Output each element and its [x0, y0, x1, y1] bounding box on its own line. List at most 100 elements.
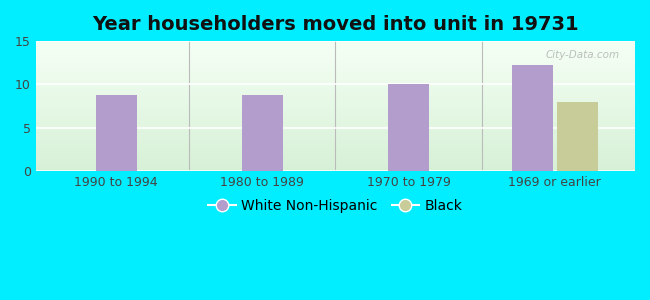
Bar: [36, 90, 635, 92]
Bar: [36, 75, 635, 76]
Bar: [36, 131, 635, 132]
Bar: [242, 95, 283, 171]
Bar: [36, 155, 635, 157]
Bar: [36, 58, 635, 59]
Bar: [36, 167, 635, 168]
Bar: [36, 97, 635, 98]
Bar: [36, 149, 635, 150]
Bar: [36, 145, 635, 146]
Bar: [36, 63, 635, 64]
Bar: [36, 159, 635, 160]
Bar: [36, 66, 635, 67]
Bar: [36, 54, 635, 56]
Bar: [36, 120, 635, 122]
Bar: [36, 53, 635, 54]
Bar: [36, 74, 635, 75]
Bar: [36, 88, 635, 89]
Bar: [36, 98, 635, 100]
Bar: [36, 71, 635, 72]
Bar: [36, 129, 635, 131]
Bar: [36, 132, 635, 133]
Bar: [36, 61, 635, 62]
Bar: [36, 118, 635, 119]
Bar: [36, 81, 635, 83]
Bar: [36, 86, 635, 88]
Bar: [36, 164, 635, 166]
Bar: [36, 59, 635, 61]
Bar: [36, 103, 635, 105]
Bar: [36, 140, 635, 141]
Bar: [388, 84, 429, 171]
Bar: [36, 111, 635, 112]
Bar: [36, 102, 635, 104]
Bar: [36, 110, 635, 111]
Bar: [96, 95, 136, 171]
Bar: [36, 119, 635, 120]
Bar: [36, 96, 635, 97]
Bar: [36, 57, 635, 58]
Bar: [36, 146, 635, 148]
Bar: [36, 163, 635, 164]
Bar: [36, 62, 635, 63]
Bar: [36, 137, 635, 139]
Bar: [36, 89, 635, 90]
Bar: [36, 153, 635, 154]
Bar: [36, 106, 635, 107]
Bar: [36, 148, 635, 149]
Bar: [36, 70, 635, 71]
Bar: [36, 94, 635, 96]
Bar: [36, 128, 635, 129]
Text: City-Data.com: City-Data.com: [546, 50, 620, 60]
Bar: [36, 44, 635, 45]
Bar: [36, 67, 635, 68]
Bar: [36, 109, 635, 110]
Bar: [36, 141, 635, 142]
Bar: [36, 123, 635, 124]
Bar: [36, 64, 635, 66]
Bar: [36, 122, 635, 123]
Bar: [36, 92, 635, 93]
Bar: [36, 79, 635, 80]
Bar: [36, 114, 635, 115]
Bar: [36, 72, 635, 74]
Bar: [36, 125, 635, 127]
Bar: [36, 150, 635, 152]
Bar: [36, 112, 635, 114]
Bar: [36, 157, 635, 158]
Bar: [36, 100, 635, 101]
Bar: [36, 84, 635, 85]
Bar: [36, 133, 635, 135]
Bar: [36, 85, 635, 86]
Bar: [36, 49, 635, 50]
Bar: [36, 80, 635, 81]
Bar: [36, 139, 635, 140]
Legend: White Non-Hispanic, Black: White Non-Hispanic, Black: [202, 194, 469, 218]
Bar: [36, 116, 635, 118]
Bar: [556, 102, 597, 171]
Bar: [36, 107, 635, 109]
Bar: [36, 50, 635, 52]
Bar: [36, 142, 635, 144]
Bar: [36, 136, 635, 137]
Bar: [36, 169, 635, 171]
Bar: [36, 101, 635, 102]
Bar: [36, 158, 635, 159]
Bar: [36, 144, 635, 145]
Bar: [36, 124, 635, 125]
Bar: [36, 152, 635, 153]
Bar: [36, 154, 635, 155]
Bar: [36, 93, 635, 94]
Bar: [36, 45, 635, 46]
Bar: [36, 42, 635, 44]
Bar: [36, 105, 635, 106]
Bar: [36, 56, 635, 57]
Bar: [36, 46, 635, 48]
Bar: [36, 77, 635, 79]
Bar: [36, 41, 635, 42]
Bar: [36, 160, 635, 162]
Bar: [36, 48, 635, 49]
Bar: [36, 68, 635, 70]
Bar: [36, 83, 635, 84]
Bar: [36, 127, 635, 128]
Bar: [36, 115, 635, 116]
